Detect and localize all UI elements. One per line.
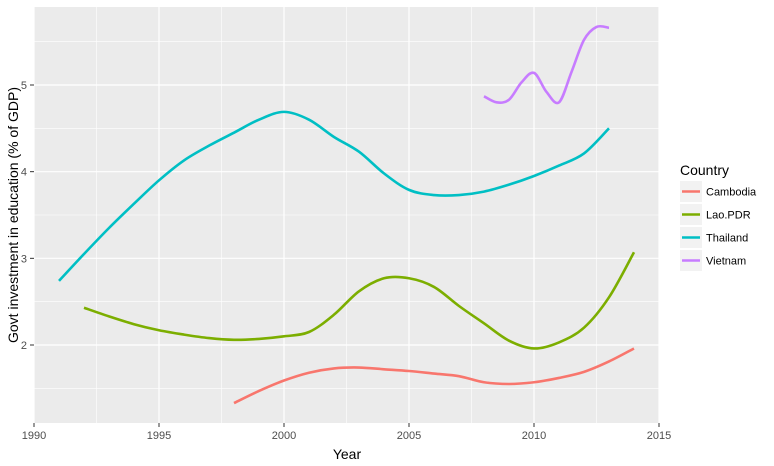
y-axis-ticks: 2 3 4 5 bbox=[21, 80, 34, 352]
y-tick-label: 4 bbox=[21, 167, 27, 179]
legend: Country Cambodia Lao.PDR Thailand Vietnam bbox=[680, 162, 757, 271]
y-axis-title: Govt investment in education (% of GDP) bbox=[5, 87, 21, 343]
series-line-vietnam bbox=[483, 24, 610, 105]
x-tick-label: 2015 bbox=[647, 430, 671, 442]
legend-label-cambodia: Cambodia bbox=[706, 187, 757, 199]
series-line-cambodia bbox=[233, 347, 635, 405]
series-line-thailand bbox=[58, 110, 610, 282]
x-axis-title: Year bbox=[333, 446, 362, 462]
x-tick-label: 2005 bbox=[397, 430, 421, 442]
x-tick-label: 1990 bbox=[22, 430, 46, 442]
x-tick-label: 1995 bbox=[147, 430, 171, 442]
series-line-lao-pdr bbox=[83, 251, 636, 350]
major-gridlines bbox=[33, 7, 660, 423]
legend-items: Cambodia Lao.PDR Thailand Vietnam bbox=[680, 181, 757, 271]
legend-label-thailand: Thailand bbox=[706, 233, 748, 245]
legend-label-vietnam: Vietnam bbox=[706, 256, 746, 268]
x-tick-label: 2010 bbox=[522, 430, 546, 442]
x-tick-label: 2000 bbox=[272, 430, 296, 442]
y-tick-label: 5 bbox=[21, 80, 27, 92]
y-tick-label: 2 bbox=[21, 340, 27, 352]
legend-title: Country bbox=[680, 162, 729, 178]
y-tick-label: 3 bbox=[21, 253, 27, 265]
legend-label-lao-pdr: Lao.PDR bbox=[706, 210, 751, 222]
x-axis-ticks: 1990 1995 2000 2005 2010 2015 bbox=[22, 423, 671, 442]
minor-gridlines bbox=[34, 7, 659, 423]
series-lines bbox=[58, 24, 636, 405]
